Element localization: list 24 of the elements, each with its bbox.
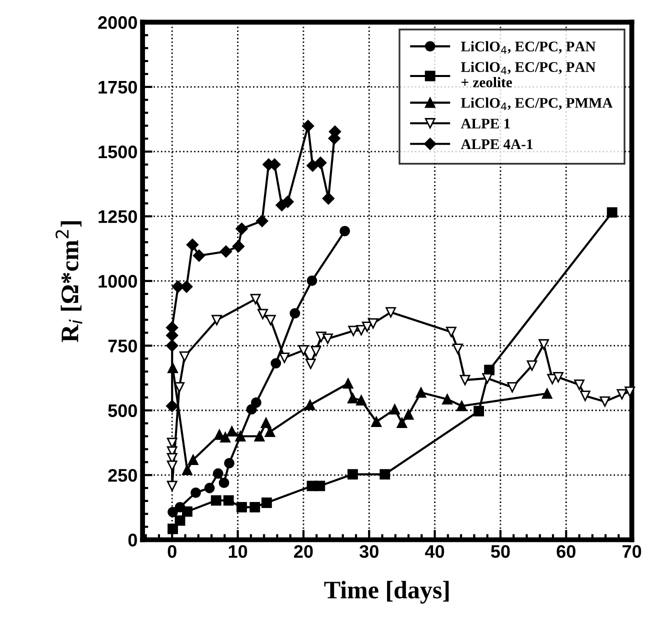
x-axis-title: Time [days] xyxy=(324,580,449,604)
legend-label: LiClO$_{4}$, EC/PC, PMMA xyxy=(460,98,613,110)
legend-label: ALPE 4A-1 xyxy=(460,139,532,149)
y-axis-title: R$_{i}$ [Ω*cm$^{2}$] xyxy=(56,221,82,342)
y-tick-label: 0 xyxy=(128,534,137,546)
y-tick-label: 2000 xyxy=(98,16,137,29)
y-tick-label: 750 xyxy=(108,340,137,352)
y-tick-label: 500 xyxy=(108,404,137,418)
x-tick-label: 30 xyxy=(359,545,378,558)
y-tick-label: 250 xyxy=(108,468,137,482)
legend-label: LiClO$_{4}$, EC/PC, PAN + zeolite xyxy=(460,62,596,88)
y-tick-label: 1000 xyxy=(98,274,137,288)
x-tick-label: 0 xyxy=(168,545,176,558)
y-tick-label: 1250 xyxy=(98,210,137,224)
x-tick-label: 20 xyxy=(294,545,313,558)
x-tick-label: 40 xyxy=(425,545,444,558)
legend-label: LiClO$_{4}$, EC/PC, PAN xyxy=(460,41,596,54)
x-tick-label: 50 xyxy=(490,545,510,558)
y-tick-label: 1500 xyxy=(98,146,137,158)
x-tick-label: 60 xyxy=(556,545,576,558)
y-tick-label: 1750 xyxy=(98,80,137,94)
legend-label: ALPE 1 xyxy=(460,118,510,128)
x-tick-label: 10 xyxy=(228,545,248,558)
x-tick-label: 70 xyxy=(622,545,642,558)
